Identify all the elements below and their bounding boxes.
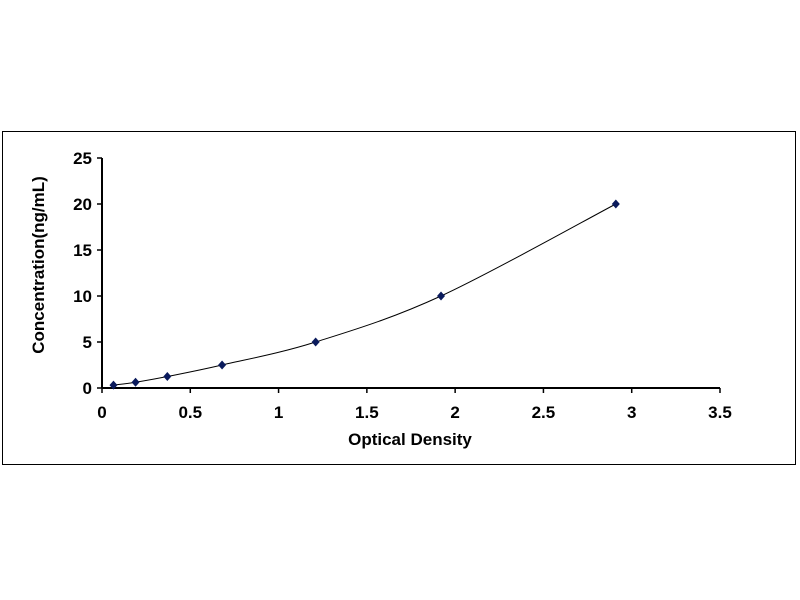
x-tick-label: 1: [274, 403, 283, 422]
y-tick-label: 5: [83, 333, 92, 352]
y-tick-label: 25: [73, 149, 92, 168]
x-tick-label: 1.5: [355, 403, 379, 422]
y-tick-label: 10: [73, 287, 92, 306]
chart-frame: [2, 131, 796, 465]
x-tick-label: 3.5: [708, 403, 732, 422]
x-tick-label: 0.5: [178, 403, 202, 422]
data-point: [218, 360, 227, 370]
data-point: [611, 199, 620, 209]
x-tick-label: 0: [97, 403, 106, 422]
data-point: [311, 337, 320, 347]
data-point: [437, 291, 446, 301]
y-tick-label: 15: [73, 241, 92, 260]
y-tick-label: 20: [73, 195, 92, 214]
y-tick-label: 0: [83, 379, 92, 398]
tick-labels: 0 0.5 1 1.5 2 2.5 3 3.5 0 5 10 15 20 25: [73, 149, 732, 422]
data-points: [109, 199, 620, 390]
data-point: [109, 380, 118, 390]
x-tick-label: 2: [450, 403, 459, 422]
x-axis-label: Optical Density: [348, 430, 472, 449]
data-point: [131, 377, 140, 387]
data-point: [163, 372, 172, 381]
x-tick-label: 2.5: [532, 403, 556, 422]
axes: [97, 157, 721, 393]
fit-curve: [113, 203, 617, 386]
x-tick-label: 3: [627, 403, 636, 422]
y-axis-label: Concentration(ng/mL): [29, 176, 48, 354]
